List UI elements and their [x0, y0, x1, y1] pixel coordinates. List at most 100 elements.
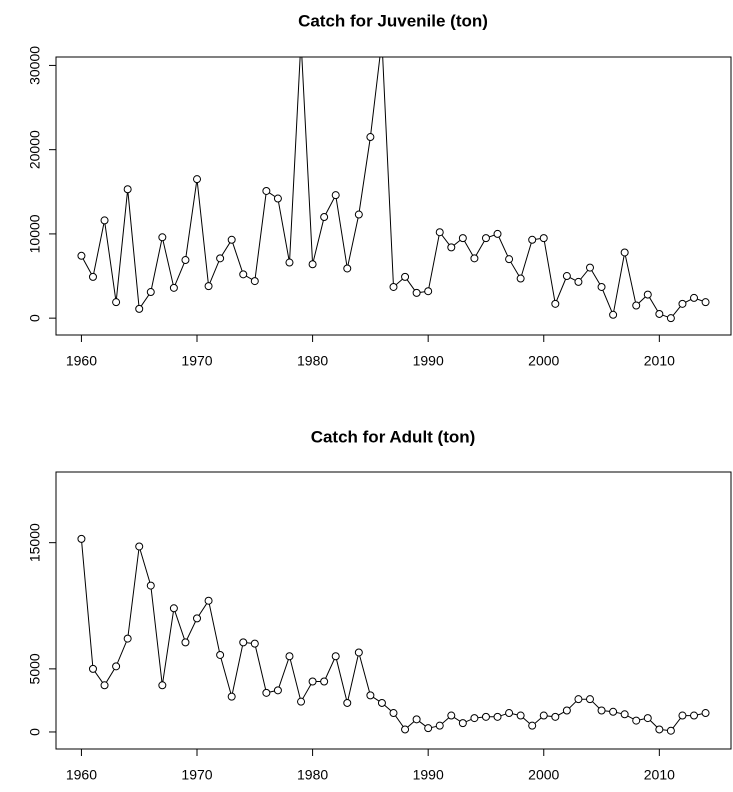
data-point — [285, 652, 294, 661]
data-point — [481, 712, 490, 721]
data-point — [123, 634, 132, 643]
x-tick-label: 2010 — [644, 353, 675, 369]
data-point — [100, 681, 109, 690]
data-point — [447, 243, 456, 252]
data-point — [528, 235, 537, 244]
data-point — [88, 664, 97, 673]
data-point — [505, 709, 514, 718]
data-point — [447, 711, 456, 720]
data-point — [632, 716, 641, 725]
data-point — [458, 719, 467, 728]
data-point — [597, 706, 606, 715]
data-point — [389, 282, 398, 291]
data-point — [88, 272, 97, 281]
x-tick-label: 2000 — [528, 353, 559, 369]
data-point — [643, 290, 652, 299]
data-point — [401, 725, 410, 734]
data-point — [262, 688, 271, 697]
data-point — [539, 711, 548, 720]
x-tick-label: 1990 — [413, 767, 444, 783]
data-point — [643, 714, 652, 723]
data-point — [516, 711, 525, 720]
x-tick-label: 1960 — [66, 767, 97, 783]
data-point — [77, 251, 86, 260]
data-point — [193, 175, 202, 184]
x-tick-label: 1960 — [66, 353, 97, 369]
data-point — [412, 715, 421, 724]
data-point — [158, 233, 167, 242]
data-point — [169, 283, 178, 292]
data-point — [458, 234, 467, 243]
data-point — [181, 638, 190, 647]
data-point — [620, 710, 629, 719]
y-tick-label: 20000 — [27, 130, 43, 169]
x-tick-label: 1980 — [297, 353, 328, 369]
data-point — [585, 263, 594, 272]
data-point — [77, 534, 86, 543]
data-line — [80, 538, 706, 732]
chart-title: Catch for Adult (ton) — [311, 427, 476, 446]
data-point — [470, 714, 479, 723]
x-tick-label: 1970 — [181, 353, 212, 369]
data-point — [146, 288, 155, 297]
data-point — [655, 725, 664, 734]
y-tick-label: 0 — [27, 728, 43, 736]
data-point — [389, 709, 398, 718]
y-tick-label: 0 — [27, 314, 43, 322]
data-point — [378, 37, 385, 44]
plot-box — [55, 56, 732, 336]
data-line — [80, 57, 706, 319]
data-point — [655, 309, 664, 318]
data-point — [298, 37, 305, 44]
y-tick-label: 10000 — [27, 214, 43, 253]
data-point — [574, 695, 583, 704]
plot-area — [77, 534, 710, 735]
data-point — [123, 185, 132, 194]
data-point — [158, 681, 167, 690]
data-point — [690, 711, 699, 720]
data-point — [678, 711, 687, 720]
data-point — [331, 652, 340, 661]
data-point — [285, 258, 294, 267]
data-point — [250, 639, 259, 648]
data-point — [297, 697, 306, 706]
data-point — [343, 264, 352, 273]
data-point — [609, 310, 618, 319]
data-point — [308, 260, 317, 269]
data-point — [239, 638, 248, 647]
data-point — [539, 234, 548, 243]
data-point — [597, 282, 606, 291]
data-point — [666, 314, 675, 323]
data-point — [320, 677, 329, 686]
data-point — [354, 210, 363, 219]
data-point — [135, 304, 144, 313]
data-point — [181, 256, 190, 265]
data-point — [701, 298, 710, 307]
data-point — [666, 726, 675, 735]
data-point — [562, 706, 571, 715]
x-tick-label: 1990 — [413, 353, 444, 369]
x-tick-label: 1970 — [181, 767, 212, 783]
data-point — [377, 698, 386, 707]
data-point — [481, 234, 490, 243]
data-point — [424, 724, 433, 733]
data-point — [204, 596, 213, 605]
data-point — [528, 721, 537, 730]
y-tick-label: 15000 — [27, 523, 43, 562]
data-point — [493, 229, 502, 238]
data-point — [146, 581, 155, 590]
data-point — [701, 709, 710, 718]
data-point — [574, 277, 583, 286]
data-point — [216, 650, 225, 659]
data-point — [135, 542, 144, 551]
x-tick-label: 1980 — [297, 767, 328, 783]
data-point — [493, 712, 502, 721]
data-point — [112, 662, 121, 671]
data-point — [401, 272, 410, 281]
x-tick-label: 2010 — [644, 767, 675, 783]
data-point — [227, 692, 236, 701]
data-point — [331, 191, 340, 200]
data-point — [193, 614, 202, 623]
data-point — [470, 254, 479, 263]
